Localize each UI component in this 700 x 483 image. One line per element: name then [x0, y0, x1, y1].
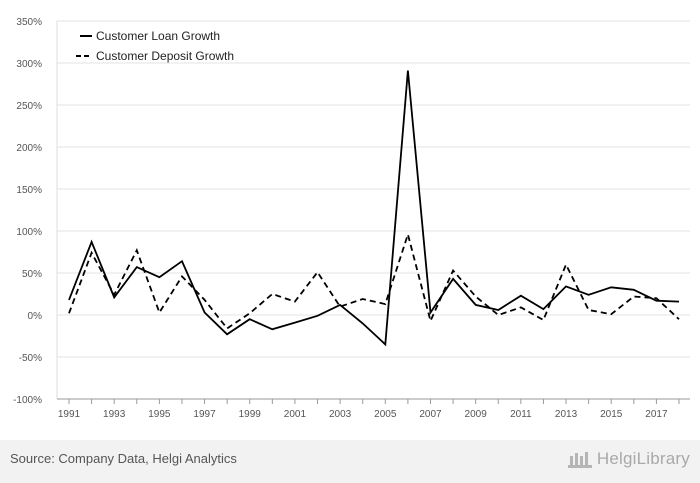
brand-logo: HelgiLibrary — [567, 448, 690, 470]
y-tick-label: -50% — [19, 353, 42, 364]
y-tick-label: 150% — [16, 185, 42, 196]
series-line-customer-deposit-growth — [68, 231, 680, 330]
x-tick-label: 2009 — [465, 409, 488, 420]
series-line-customer-loan-growth — [68, 70, 680, 347]
y-tick-label: 0% — [28, 311, 43, 322]
x-tick-label: 2003 — [329, 409, 352, 420]
x-tick-label: 2005 — [374, 409, 397, 420]
x-tick-label: 1993 — [103, 409, 126, 420]
line-chart: 350% 300% 250% 200% 150% 100% 50% 0% -50% -100% 1… — [13, 17, 690, 420]
x-tick-label: 1997 — [193, 409, 216, 420]
library-icon — [567, 452, 592, 468]
brand-name: HelgiLibrary — [596, 449, 690, 468]
y-tick-label: 350% — [16, 17, 42, 28]
x-tick-label: 1999 — [239, 409, 262, 420]
source-text: Source: Company Data, Helgi Analytics — [10, 451, 237, 466]
y-tick-label: 300% — [16, 59, 42, 70]
x-tick-label: 2017 — [645, 409, 668, 420]
y-tick-label: 100% — [16, 227, 42, 238]
footer-bar: Source: Company Data, Helgi Analytics He… — [0, 440, 700, 483]
y-tick-label: 250% — [16, 101, 42, 112]
x-tick-label: 2007 — [419, 409, 442, 420]
x-tick-label: 1995 — [148, 409, 171, 420]
legend: Customer Loan Growth Customer Deposit Gr… — [76, 29, 234, 63]
legend-label-deposit: Customer Deposit Growth — [96, 49, 234, 63]
x-tick-label: 2001 — [284, 409, 307, 420]
x-tick-label: 1991 — [58, 409, 81, 420]
x-axis-ticks: 1991 1993 1995 1997 1999 2001 2003 2005 2007 2009… — [58, 399, 680, 420]
y-tick-label: 50% — [22, 269, 42, 280]
legend-label-loan: Customer Loan Growth — [96, 29, 220, 43]
y-axis-tick-labels: 350% 300% 250% 200% 150% 100% 50% 0% -50% -100% — [13, 17, 42, 406]
y-tick-label: -100% — [13, 395, 42, 406]
grid-lines — [56, 20, 690, 399]
x-tick-label: 2015 — [600, 409, 623, 420]
series-lines — [68, 70, 680, 347]
x-tick-label: 2013 — [555, 409, 578, 420]
x-tick-label: 2011 — [510, 409, 532, 420]
y-tick-label: 200% — [16, 143, 42, 154]
